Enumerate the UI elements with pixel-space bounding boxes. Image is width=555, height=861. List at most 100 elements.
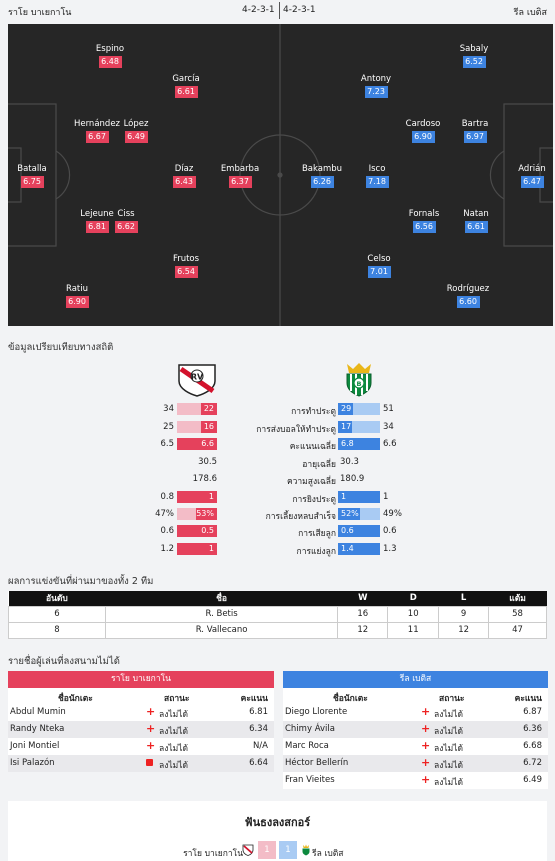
player-rating-badge: 6.75 — [20, 176, 44, 188]
col-status: สถานะ — [164, 694, 190, 704]
home-stat-value: 30.5 — [198, 457, 217, 467]
home-stat-bar: 16 — [201, 421, 217, 433]
wins-cell: 12 — [337, 621, 389, 639]
away-player: Adrián 6.47 — [502, 164, 553, 188]
player-rating-badge: 7.01 — [367, 266, 391, 278]
svg-text:RV: RV — [191, 373, 204, 382]
col-points: แต้ม — [488, 591, 547, 606]
player-name: Batalla — [17, 164, 47, 174]
player-rating-badge: 6.52 — [462, 56, 486, 68]
absent-player-rating: 6.36 — [523, 724, 542, 734]
player-rating-badge: 7.18 — [365, 176, 389, 188]
forecast-away-score: 1 — [279, 841, 297, 859]
away-stat-bar: 52% — [338, 508, 360, 520]
away-stat-bar: 6.8 — [338, 438, 380, 450]
home-player: Hernández 6.67 — [67, 119, 127, 143]
away-stat-bar: 0.6 — [338, 525, 380, 537]
home-player: Díaz 6.43 — [154, 164, 214, 188]
injury-cross-icon: + — [146, 705, 156, 718]
player-name: Espino — [95, 44, 125, 54]
home-player: López 6.49 — [106, 119, 166, 143]
player-name: Hernández — [73, 119, 121, 129]
player-rating-badge: 6.97 — [463, 131, 487, 143]
absent-player-name: Joni Montiel — [10, 741, 60, 751]
col-team: ชื่อ — [105, 591, 338, 606]
absent-player-status: ลงไม่ได้ — [434, 761, 464, 771]
player-name: Embarba — [220, 164, 260, 174]
player-name: Bakambu — [301, 164, 343, 174]
player-name: Adrián — [518, 164, 546, 174]
stat-row: 30.5 อายุเฉลี่ย 30.3 — [0, 456, 555, 470]
stat-row: 1.2 1 การแย่งลูก 1.4 1.3 — [0, 543, 555, 557]
absent-player-rating: 6.49 — [523, 775, 542, 785]
away-absences-panel: รีล เบติส ชื่อนักเตะ สถานะ คะแนน Diego L… — [283, 671, 548, 789]
away-stat-total: 1 — [383, 492, 389, 502]
player-rating-badge: 7.23 — [364, 86, 388, 98]
home-stat-total: 0.6 — [160, 526, 174, 536]
absent-player-rating: N/A — [252, 741, 268, 751]
forecast-home-team: ราโย บาเยกาโน — [183, 849, 243, 859]
absent-player-rating: 6.87 — [523, 707, 542, 717]
home-absences-header: ราโย บาเยกาโน — [8, 671, 274, 688]
away-stat-total: 51 — [383, 404, 394, 414]
home-player: Embarba 6.37 — [210, 164, 270, 188]
forecast-title: ฟันธงลงสกอร์ — [244, 816, 311, 829]
player-name: Ratiu — [65, 284, 88, 294]
stat-label: ความสูงเฉลี่ย — [286, 477, 336, 487]
col-rating: คะแนน — [240, 694, 268, 704]
stat-label: การยิงประตู — [292, 495, 336, 505]
away-player: Celso 7.01 — [349, 254, 409, 278]
home-formation: 4-2-3-1 — [242, 5, 275, 15]
stats-title: ข้อมูลเปรียบเทียบทางสถิติ — [8, 342, 114, 353]
player-rating-badge: 6.81 — [85, 221, 109, 233]
player-name: Lejeune — [80, 209, 114, 219]
injury-cross-icon: + — [421, 756, 431, 769]
stat-label: การทำประตู — [291, 407, 336, 417]
absent-player-status: ลงไม่ได้ — [159, 727, 189, 737]
list-item: Chimy Ávila + ลงไม่ได้ 6.36 — [283, 721, 548, 738]
away-absences-header: รีล เบติส — [283, 671, 548, 688]
rank-cell: 6 — [8, 605, 106, 623]
player-name: Rodríguez — [446, 284, 490, 294]
list-item: Fran Vieites + ลงไม่ได้ 6.49 — [283, 772, 548, 789]
away-player: Fornals 6.56 — [394, 209, 454, 233]
forecast-home-logo-icon — [242, 844, 254, 856]
stat-row: 0.6 0.5 การเสียลูก 0.6 0.6 — [0, 525, 555, 539]
standings-table: อันดับ ชื่อ W D L แต้ม 6 R. Betis 16 10 … — [8, 591, 547, 639]
stat-row: 6.5 6.6 คะแนนเฉลี่ย 6.8 6.6 — [0, 438, 555, 452]
home-absences-columns: ชื่อนักเตะ สถานะ คะแนน — [8, 688, 274, 704]
player-rating-badge: 6.37 — [228, 176, 252, 188]
player-rating-badge: 6.26 — [310, 176, 334, 188]
stat-row: 47% 53% การเลี้ยงหลบสำเร็จ 52% 49% — [0, 508, 555, 522]
home-stat-bar: 0.5 — [177, 525, 217, 537]
absent-player-name: Isi Palazón — [10, 758, 55, 768]
away-team-logo: B — [346, 363, 372, 397]
absent-player-status: ลงไม่ได้ — [159, 710, 189, 720]
absent-player-rating: 6.34 — [249, 724, 268, 734]
stat-row: 0.8 1 การยิงประตู 1 1 — [0, 491, 555, 505]
col-losses: L — [438, 591, 489, 606]
forecast-away-logo-icon — [302, 844, 310, 856]
list-item: Abdul Mumin + ลงไม่ได้ 6.81 — [8, 704, 274, 721]
player-rating-badge: 6.43 — [172, 176, 196, 188]
absent-player-name: Chimy Ávila — [285, 724, 335, 734]
home-stat-total: 25 — [163, 422, 174, 432]
away-stat-bar: 1 — [338, 491, 380, 503]
home-player: García 6.61 — [156, 74, 216, 98]
away-team-name: รีล เบติส — [513, 8, 547, 18]
home-team-name: ราโย บาเยกาโน — [8, 8, 72, 18]
stat-label: การส่งบอลให้ทำประตู — [256, 425, 336, 435]
absent-player-name: Héctor Bellerín — [285, 758, 349, 768]
table-row: 8 R. Vallecano 12 11 12 47 — [8, 621, 547, 639]
player-name: Frutos — [172, 254, 200, 264]
home-stat-total: 6.5 — [160, 439, 174, 449]
player-rating-badge: 6.90 — [411, 131, 435, 143]
injury-cross-icon: + — [421, 739, 431, 752]
absent-player-rating: 6.68 — [523, 741, 542, 751]
absent-player-status: ลงไม่ได้ — [434, 727, 464, 737]
losses-cell: 9 — [438, 605, 490, 623]
stat-label: การเลี้ยงหลบสำเร็จ — [265, 512, 336, 522]
team-cell: R. Vallecano — [104, 621, 339, 639]
absent-player-status: ลงไม่ได้ — [159, 744, 189, 754]
absent-player-name: Marc Roca — [285, 741, 329, 751]
